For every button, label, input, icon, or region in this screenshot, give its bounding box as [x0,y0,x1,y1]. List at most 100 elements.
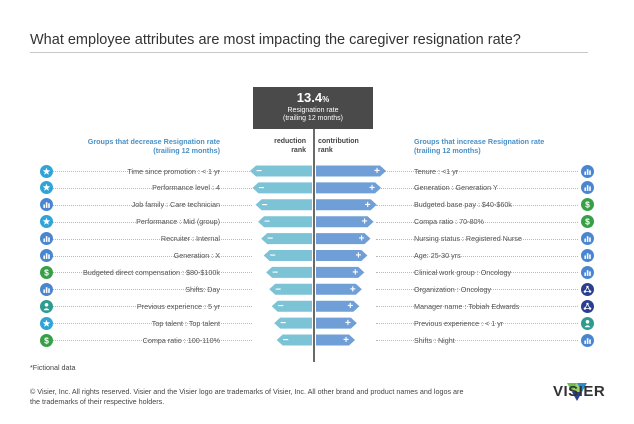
row-guide-line [376,272,578,274]
kpi-unit: % [322,95,330,104]
star-icon [40,215,53,229]
kpi-value: 13.4% [253,91,373,107]
row-guide-line [376,238,578,240]
row-guide-line [52,238,252,240]
chart-icon [581,181,594,195]
increase-bar [316,300,360,312]
row-guide-line [52,272,252,274]
decrease-bar [252,182,312,194]
chart-icon [40,282,53,296]
contribution-rank-header: contribution rank [318,137,378,155]
reduction-header-line1: reduction [274,138,306,145]
chart-icon [581,232,594,246]
increase-bar [316,233,371,245]
chart-icon [581,265,594,279]
decrease-row-label: Top talent : Top talent [151,318,220,328]
org-icon [581,282,594,296]
increase-bar [316,199,377,211]
increase-bar [316,250,368,261]
minus-sign: − [262,200,268,211]
row-guide-line [52,187,252,189]
increase-bar [316,216,374,228]
increase-row-label: Manager name : Tobiah Edwards [414,301,520,311]
increase-bar [316,182,382,194]
person-icon [40,299,53,313]
increase-header-line2: (trailing 12 months) [414,146,481,155]
contribution-header-line2: rank [318,147,333,154]
minus-sign: − [264,217,270,228]
row-guide-line [376,171,578,172]
reduction-header-line2: rank [291,147,306,154]
decrease-bar [255,199,312,211]
increase-bar [316,266,365,278]
row-guide-line [376,289,578,291]
minus-sign: − [259,183,265,194]
footnote: *Fictional data [30,363,76,372]
plus-sign: + [347,301,353,312]
plus-sign: + [352,267,358,278]
row-guide-line [376,306,578,308]
star-icon [40,181,53,195]
decrease-row-label: Previous experience : 5 yr [136,301,220,311]
decrease-group-header: Groups that decrease Resignation rate (t… [80,137,220,155]
kpi-label: Resignation rate [287,107,339,114]
row-guide-line [376,221,578,223]
decrease-row-label: Shifts: Day [185,284,220,294]
chart-icon [40,249,53,262]
increase-bar [316,317,357,329]
decrease-bar [250,165,312,177]
decrease-bar [274,317,312,329]
title-divider [30,52,588,53]
svg-text:$: $ [585,217,590,227]
plus-sign: + [362,217,368,228]
increase-row-label: Budgeted base pay : $40-$60k [414,200,512,210]
kpi-sublabel: (trailing 12 months) [283,115,343,122]
dollar-icon: $ [581,198,594,212]
minus-sign: − [270,251,276,262]
chart-icon [581,333,594,347]
dollar-icon: $ [40,265,53,279]
decrease-bar [276,334,312,346]
decrease-row-label: Budgeted direct compensation : $80-$100k [82,267,220,277]
increase-row-label: Organization : Oncology [414,284,492,294]
decrease-header-line1: Groups that decrease Resignation rate [87,137,220,146]
row-guide-line [52,340,252,341]
star-icon [40,164,53,178]
decrease-row-label: Performance : Mid (group) [136,217,220,227]
dollar-icon: $ [40,333,53,347]
contribution-header-line1: contribution [318,138,359,145]
row-guide-line [376,255,578,257]
row-guide-line [52,255,252,257]
minus-sign: − [256,166,262,177]
decrease-row-label: Generation : X [173,251,220,260]
kpi-box: 13.4% Resignation rate (trailing 12 mont… [253,87,373,129]
increase-row-label: Tenure : <1 yr [414,166,459,176]
decrease-bar [261,233,312,245]
decrease-bar [269,283,312,295]
org-icon [581,299,594,313]
increase-row-label: Compa ratio : 70-80% [414,217,484,227]
increase-bar [316,283,362,295]
minus-sign: − [283,335,289,346]
plus-sign: + [343,335,349,346]
decrease-bar [266,266,312,278]
minus-sign: − [272,267,278,278]
chart-icon [40,232,53,246]
decrease-bar [263,250,312,261]
star-icon [40,316,53,330]
dollar-icon: $ [581,215,594,229]
decrease-bar [258,216,312,228]
decrease-row-label: Compa ratio : 100-110% [142,335,220,345]
plus-sign: + [369,183,375,194]
increase-bar [316,334,355,346]
increase-row-label: Nursing status : Registered Nurse [414,234,522,244]
plus-sign: + [345,318,351,329]
visier-logo-icon [567,383,587,401]
decrease-row-label: Time since promotion : < 1 yr [127,166,220,176]
increase-row-label: Age: 25-30 yrs [414,251,461,260]
increase-group-header: Groups that increase Resignation rate (t… [414,137,574,155]
center-axis-line [313,129,315,362]
increase-row-label: Clinical work group : Oncology [414,267,512,277]
increase-row-label: Previous experience : < 1 yr [414,318,504,328]
